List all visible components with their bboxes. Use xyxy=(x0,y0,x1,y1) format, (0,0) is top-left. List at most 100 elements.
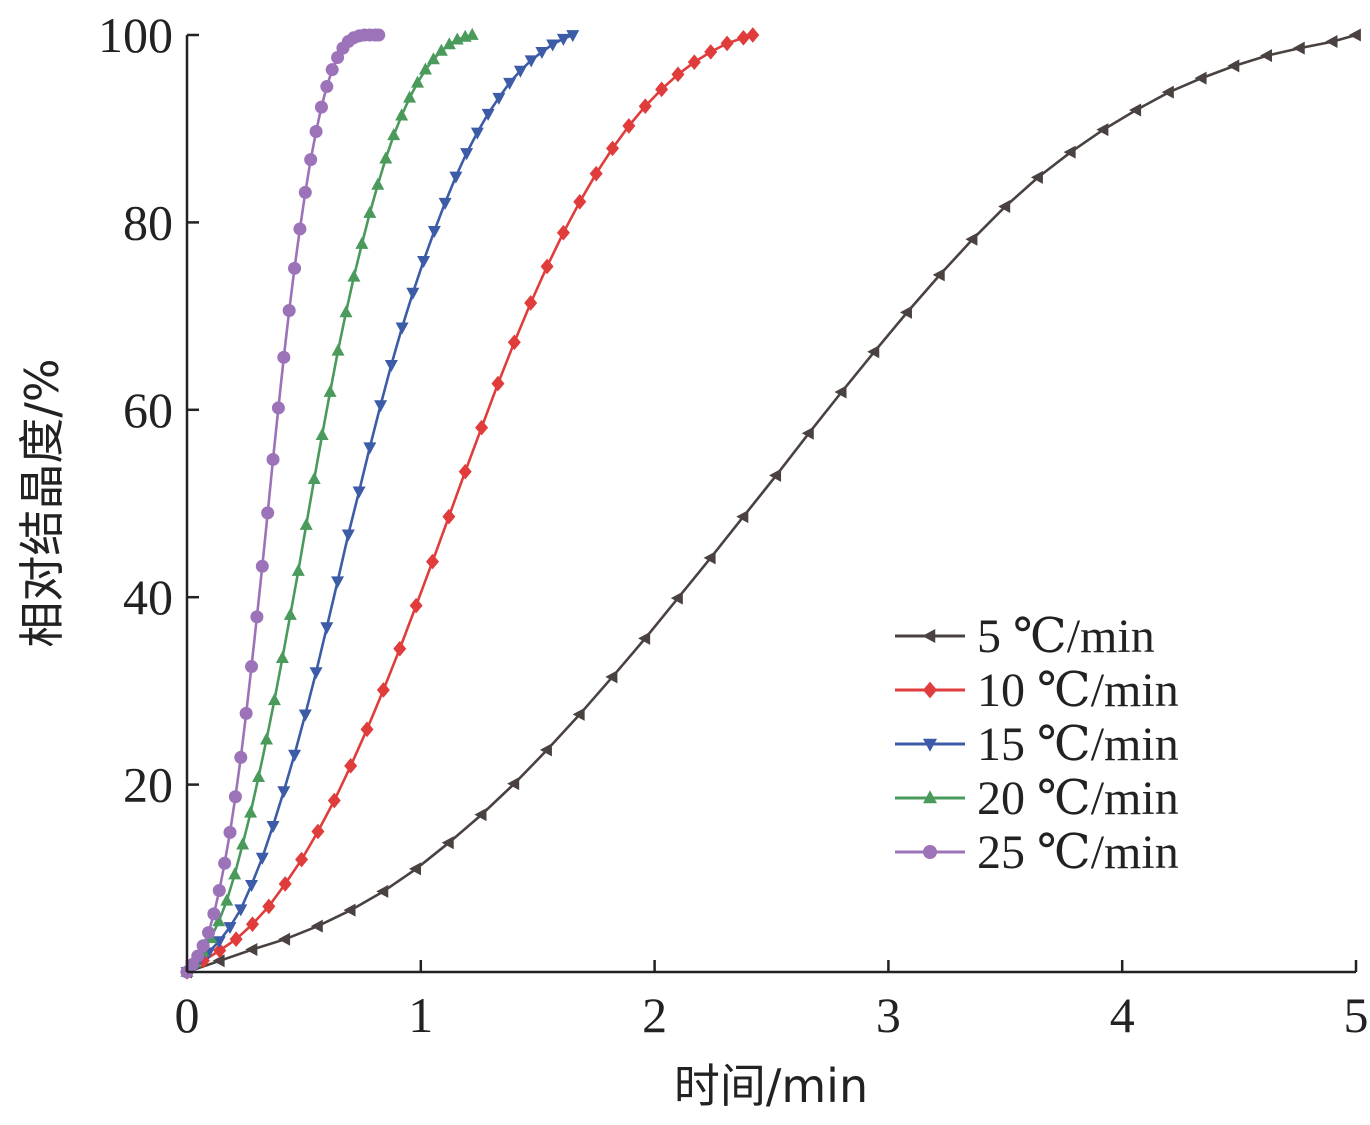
data-point xyxy=(524,295,538,311)
data-point xyxy=(524,55,538,68)
data-point xyxy=(327,792,341,809)
data-point xyxy=(408,862,421,876)
data-point xyxy=(355,236,369,249)
data-point xyxy=(245,660,259,674)
data-point xyxy=(605,670,618,684)
data-point xyxy=(867,345,880,359)
data-point xyxy=(196,939,210,953)
data-point xyxy=(277,786,291,799)
series-0 xyxy=(179,28,1361,979)
data-point xyxy=(376,682,390,698)
data-point xyxy=(314,100,328,114)
data-point xyxy=(298,185,312,199)
data-point xyxy=(540,258,554,275)
data-point xyxy=(535,46,549,60)
data-point xyxy=(223,825,237,839)
data-point xyxy=(384,359,398,372)
data-point xyxy=(239,706,253,720)
data-point xyxy=(671,66,685,83)
data-point xyxy=(372,28,386,42)
data-point xyxy=(252,769,266,782)
x-tick-label: 5 xyxy=(1344,987,1369,1043)
data-point xyxy=(474,808,487,822)
data-point xyxy=(293,222,307,236)
data-point xyxy=(234,904,248,917)
data-point xyxy=(379,151,393,164)
data-point xyxy=(746,27,760,43)
data-point xyxy=(311,823,325,840)
legend-item: 5 ℃/min xyxy=(895,610,1155,663)
data-point xyxy=(220,893,234,906)
data-point xyxy=(1260,49,1273,63)
data-point xyxy=(229,931,243,948)
legend-label: 5 ℃/min xyxy=(977,610,1155,663)
series-line xyxy=(185,33,379,973)
data-point xyxy=(492,92,506,105)
data-point xyxy=(406,287,420,300)
legend-marker xyxy=(922,629,936,643)
y-tick-label: 100 xyxy=(98,7,173,63)
data-point xyxy=(283,607,297,620)
data-point xyxy=(687,54,701,70)
data-point xyxy=(295,851,309,868)
plot-area: 0 1 2 3 4 5 20 40 60 80 100 xyxy=(98,7,1369,1043)
y-axis-title: 相对结晶度/% xyxy=(15,358,69,647)
data-point xyxy=(363,442,377,455)
data-point xyxy=(475,419,489,436)
data-point xyxy=(704,44,718,60)
data-point xyxy=(503,77,517,90)
data-point xyxy=(223,922,237,935)
data-point xyxy=(234,750,248,764)
data-point xyxy=(352,486,366,499)
data-point xyxy=(266,452,280,466)
data-point xyxy=(347,269,361,282)
data-point xyxy=(228,867,242,880)
data-point xyxy=(236,837,250,850)
data-point xyxy=(655,81,669,98)
data-point xyxy=(320,622,334,635)
x-axis-ticks: 0 1 2 3 4 5 xyxy=(175,960,1369,1043)
data-point xyxy=(255,559,269,573)
data-point xyxy=(371,177,385,190)
data-point xyxy=(418,62,432,75)
data-point xyxy=(417,255,431,268)
data-point xyxy=(434,43,448,56)
data-point xyxy=(539,743,552,757)
data-point xyxy=(212,936,226,949)
data-point xyxy=(507,334,521,351)
data-point xyxy=(244,805,258,818)
data-point xyxy=(218,856,232,870)
data-point xyxy=(1325,35,1338,49)
data-point xyxy=(638,98,652,115)
data-point xyxy=(703,551,716,565)
data-point xyxy=(1227,59,1240,73)
data-point xyxy=(212,954,225,968)
legend-marker xyxy=(923,790,937,804)
data-point xyxy=(801,426,814,440)
data-point xyxy=(266,820,280,833)
data-point xyxy=(255,852,269,865)
data-point xyxy=(288,749,302,762)
legend-label: 20 ℃/min xyxy=(977,772,1179,825)
data-point xyxy=(403,90,417,103)
x-tick-label: 4 xyxy=(1110,987,1135,1043)
legend-item: 10 ℃/min xyxy=(895,664,1179,717)
data-point xyxy=(1129,103,1142,117)
series-1 xyxy=(180,27,760,980)
data-point xyxy=(323,384,337,397)
data-point xyxy=(331,576,345,589)
legend-marker xyxy=(923,681,937,699)
data-point xyxy=(315,427,329,440)
legend-item: 20 ℃/min xyxy=(895,772,1179,825)
data-point xyxy=(1194,71,1207,85)
data-point xyxy=(299,517,313,530)
data-point xyxy=(344,758,358,774)
data-point xyxy=(191,949,205,963)
y-tick-label: 20 xyxy=(123,757,173,813)
data-point xyxy=(736,510,749,524)
legend-item: 25 ℃/min xyxy=(895,826,1179,879)
y-tick-label: 80 xyxy=(123,194,173,250)
data-point xyxy=(304,153,318,167)
